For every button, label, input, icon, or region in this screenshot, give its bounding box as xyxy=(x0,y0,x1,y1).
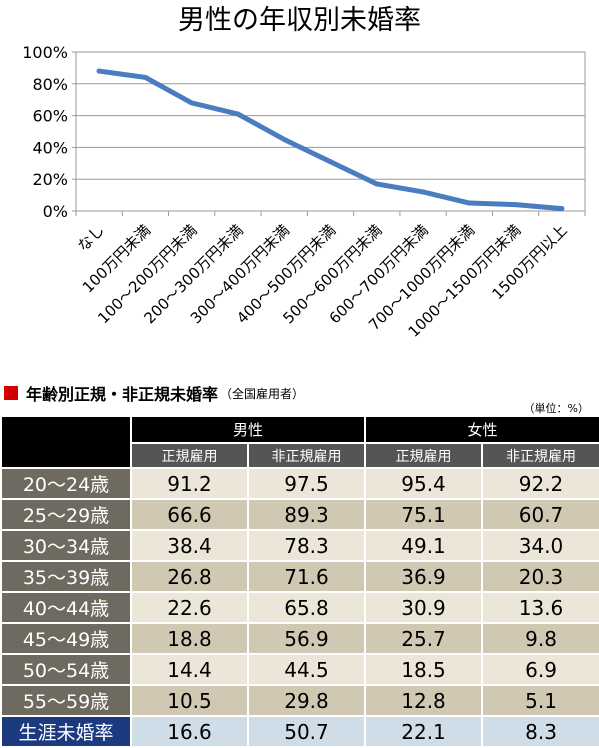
header-column: 非正規雇用 xyxy=(481,442,599,469)
table-cell: 89.3 xyxy=(246,498,367,531)
table-row: 25～29歳 66.6 89.3 75.1 60.7 xyxy=(0,498,599,531)
table-cell: 95.4 xyxy=(364,467,484,500)
y-tick-label: 80% xyxy=(32,75,68,94)
table-cell: 71.6 xyxy=(246,560,367,593)
y-tick-label: 0% xyxy=(43,202,68,221)
table-cell: 14.4 xyxy=(130,653,249,686)
table-row: 45～49歳 18.8 56.9 25.7 9.8 xyxy=(0,622,599,655)
row-label: 40～44歳 xyxy=(0,591,132,624)
table-cell: 18.5 xyxy=(364,653,484,686)
data-point xyxy=(374,181,380,187)
x-tick-label: なし xyxy=(74,221,108,255)
table-cell: 66.6 xyxy=(130,498,249,531)
data-point xyxy=(466,200,472,206)
chart-title: 男性の年収別未婚率 xyxy=(178,5,421,36)
data-point xyxy=(96,68,102,74)
y-tick-label: 40% xyxy=(32,138,68,157)
data-point xyxy=(189,100,195,106)
table-cell: 13.6 xyxy=(481,591,599,624)
y-tick-label: 20% xyxy=(32,170,68,189)
table-cell: 5.1 xyxy=(481,684,599,717)
row-label: 生涯未婚率 xyxy=(0,715,132,748)
data-point xyxy=(142,74,148,80)
line-chart: 0%20%40%60%80%100%なし100万円未満100～200万円未満20… xyxy=(22,43,586,341)
section-subtitle: （全国雇用者） xyxy=(220,386,305,401)
marriage-rate-table: 男性 女性 正規雇用 非正規雇用 正規雇用 非正規雇用 20～24歳 91.2 … xyxy=(0,415,599,748)
table-cell: 9.8 xyxy=(481,622,599,655)
table-cell: 26.8 xyxy=(130,560,249,593)
table-cell: 91.2 xyxy=(130,467,249,500)
table-cell: 97.5 xyxy=(246,467,367,500)
table-cell: 22.6 xyxy=(130,591,249,624)
y-tick-label: 60% xyxy=(32,107,68,126)
table-cell: 60.7 xyxy=(481,498,599,531)
table-cell: 20.3 xyxy=(481,560,599,593)
section-header: 年齢別正規・非正規未婚率 （全国雇用者） xyxy=(4,382,304,404)
header-group-male: 男性 xyxy=(129,415,367,444)
table-cell: 92.2 xyxy=(481,467,599,500)
table-cell: 8.3 xyxy=(481,715,599,748)
row-label: 35～39歳 xyxy=(0,560,132,593)
table-row-lifetime: 生涯未婚率 16.6 50.7 22.1 8.3 xyxy=(0,715,599,748)
data-point xyxy=(420,189,426,195)
table-cell: 29.8 xyxy=(246,684,367,717)
table-cell: 75.1 xyxy=(364,498,484,531)
table-row: 30～34歳 38.4 78.3 49.1 34.0 xyxy=(0,529,599,562)
table-cell: 22.1 xyxy=(364,715,484,748)
data-point xyxy=(235,111,241,117)
table-cell: 49.1 xyxy=(364,529,484,562)
table-row: 55～59歳 10.5 29.8 12.8 5.1 xyxy=(0,684,599,717)
header-column: 非正規雇用 xyxy=(246,442,367,469)
row-label: 55～59歳 xyxy=(0,684,132,717)
table-cell: 25.7 xyxy=(364,622,484,655)
table-row: 35～39歳 26.8 71.6 36.9 20.3 xyxy=(0,560,599,593)
series-line xyxy=(96,68,565,212)
table-cell: 18.8 xyxy=(130,622,249,655)
row-label: 20～24歳 xyxy=(0,467,132,500)
table-corner xyxy=(0,415,132,469)
table-cell: 30.9 xyxy=(364,591,484,624)
plot-area xyxy=(75,51,586,212)
table-row: 40～44歳 22.6 65.8 30.9 13.6 xyxy=(0,591,599,624)
header-column: 正規雇用 xyxy=(130,442,249,469)
table-cell: 65.8 xyxy=(246,591,367,624)
data-point xyxy=(281,136,287,142)
table-row: 20～24歳 91.2 97.5 95.4 92.2 xyxy=(0,467,599,500)
data-point xyxy=(513,202,519,208)
table-cell: 44.5 xyxy=(246,653,367,686)
row-label: 30～34歳 xyxy=(0,529,132,562)
table-cell: 36.9 xyxy=(364,560,484,593)
table-cell: 78.3 xyxy=(246,529,367,562)
header-group-female: 女性 xyxy=(364,415,599,444)
row-label: 50～54歳 xyxy=(0,653,132,686)
red-square-icon xyxy=(4,386,18,400)
unit-note: （単位：%） xyxy=(523,402,589,415)
section-title: 年齢別正規・非正規未婚率 xyxy=(26,385,219,404)
y-tick-label: 100% xyxy=(22,43,68,62)
table-cell: 6.9 xyxy=(481,653,599,686)
table-cell: 56.9 xyxy=(246,622,367,655)
header-column: 正規雇用 xyxy=(364,442,484,469)
table-cell: 10.5 xyxy=(130,684,249,717)
table-cell: 12.8 xyxy=(364,684,484,717)
table-cell: 34.0 xyxy=(481,529,599,562)
row-label: 25～29歳 xyxy=(0,498,132,531)
table-cell: 38.4 xyxy=(130,529,249,562)
data-point xyxy=(559,206,565,212)
table-row: 50～54歳 14.4 44.5 18.5 6.9 xyxy=(0,653,599,686)
table-cell: 50.7 xyxy=(246,715,367,748)
data-point xyxy=(328,159,333,165)
table-cell: 16.6 xyxy=(130,715,249,748)
row-label: 45～49歳 xyxy=(0,622,132,655)
